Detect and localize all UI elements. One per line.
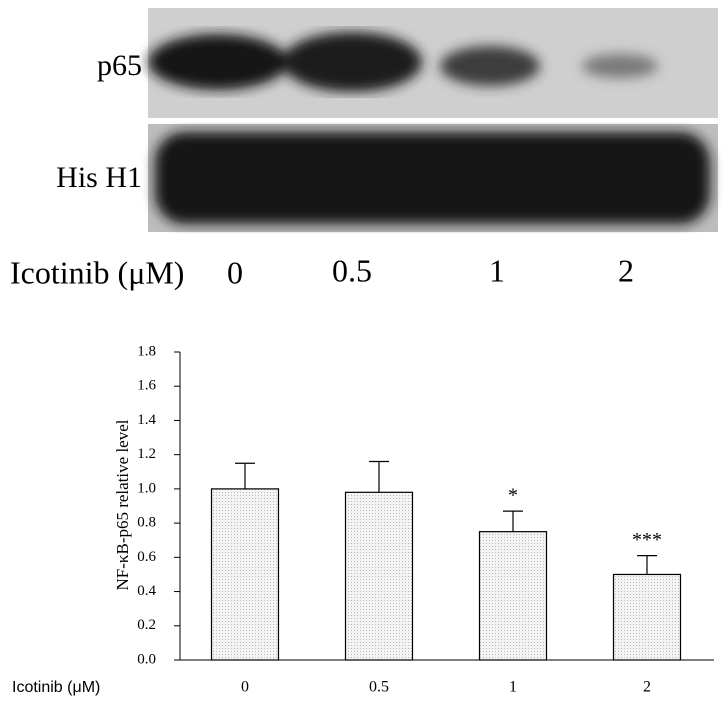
y-tick-label: 1.2 xyxy=(137,446,156,462)
y-tick-label: 1.8 xyxy=(137,343,156,359)
blot-x-label: Icotinib (μM) xyxy=(10,254,184,290)
x-tick-label: 0 xyxy=(241,679,249,696)
lane-label: 1 xyxy=(489,252,505,288)
y-tick-label: 0.8 xyxy=(137,515,156,531)
y-tick-label: 0.2 xyxy=(137,617,156,633)
x-tick-label: 1 xyxy=(509,679,517,696)
lane-label: 0.5 xyxy=(332,252,372,288)
bar xyxy=(344,491,414,661)
y-tick-label: 0.6 xyxy=(137,549,156,565)
bar xyxy=(210,488,280,661)
x-axis-label: Icotinib (μM) xyxy=(12,679,100,696)
row-label: His H1 xyxy=(56,161,142,194)
lane-label: 2 xyxy=(618,252,634,288)
bar xyxy=(478,531,548,661)
y-tick-label: 0.0 xyxy=(137,651,156,667)
y-axis-label: NF-κB-p65 relative level xyxy=(113,419,132,590)
significance-label: * xyxy=(508,485,518,507)
y-tick-label: 1.0 xyxy=(137,480,156,496)
x-tick-label: 2 xyxy=(643,679,651,696)
western-blot: p65 His H1 Icotinib (μM) 0 0.5 1 2 xyxy=(10,8,718,290)
bar xyxy=(612,573,682,661)
significance-label: *** xyxy=(632,529,662,551)
row-label: p65 xyxy=(97,49,142,82)
y-tick-label: 1.6 xyxy=(137,378,156,394)
p65-bands xyxy=(148,32,658,92)
x-tick-label: 0.5 xyxy=(369,679,389,696)
y-tick-label: 1.4 xyxy=(137,412,156,428)
his-h1-bands xyxy=(155,132,710,224)
lane-label: 0 xyxy=(227,254,243,290)
y-tick-label: 0.4 xyxy=(137,583,156,599)
